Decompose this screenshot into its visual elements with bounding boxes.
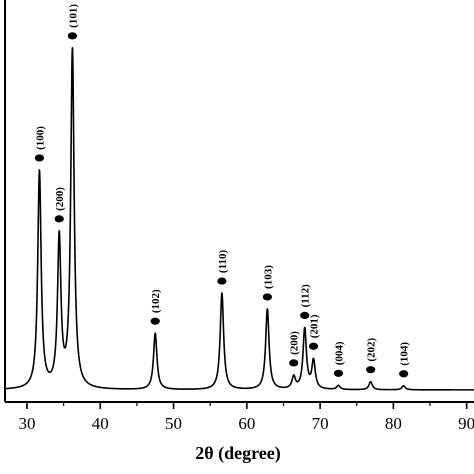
peak-marker-dot bbox=[333, 369, 344, 377]
peak-annotation: (004) bbox=[333, 341, 345, 377]
peak-hkl-label: (101) bbox=[67, 4, 79, 28]
peak-annotation: (104) bbox=[399, 342, 411, 378]
peak-marker-dot bbox=[150, 317, 160, 325]
x-tick-label: 40 bbox=[92, 414, 109, 433]
peak-annotation: (202) bbox=[366, 338, 378, 374]
peak-annotation: (100) bbox=[34, 126, 46, 162]
peak-hkl-label: (103) bbox=[262, 265, 274, 289]
peak-marker-dot bbox=[67, 32, 78, 40]
peak-marker-dot bbox=[300, 311, 310, 319]
peak-hkl-label: (202) bbox=[366, 338, 378, 362]
axes bbox=[4, 0, 474, 403]
x-ticks: 30 40 50 60 70 80 90 bbox=[18, 402, 474, 433]
peak-marker-dot bbox=[34, 154, 45, 162]
x-tick-label: 90 bbox=[458, 414, 474, 433]
peak-hkl-label: (102) bbox=[150, 289, 162, 313]
peak-marker-dot bbox=[366, 366, 376, 374]
peak-annotation: (110) bbox=[217, 250, 229, 285]
peak-hkl-label: (200) bbox=[289, 331, 301, 355]
x-tick-label: 50 bbox=[165, 414, 182, 433]
x-tick-label: 80 bbox=[385, 414, 402, 433]
peak-marker-dot bbox=[217, 277, 227, 285]
xrd-pattern-line bbox=[4, 47, 474, 391]
peak-annotation: (101) bbox=[67, 4, 79, 40]
peak-annotation: (112) bbox=[300, 284, 312, 319]
peak-hkl-label: (110) bbox=[217, 250, 229, 274]
peak-marker-dot bbox=[308, 342, 319, 350]
peak-annotation: (103) bbox=[262, 265, 274, 301]
peak-marker-dot bbox=[399, 370, 409, 378]
peak-annotation: (200) bbox=[54, 187, 66, 223]
x-axis-label: 2θ (degree) bbox=[195, 443, 281, 464]
peak-hkl-label: (201) bbox=[309, 314, 321, 338]
x-tick-label: 60 bbox=[238, 414, 255, 433]
x-tick-label: 30 bbox=[18, 414, 35, 433]
peak-hkl-label: (200) bbox=[54, 187, 66, 211]
peak-marker-dot bbox=[262, 293, 272, 301]
peak-marker-dot bbox=[54, 215, 64, 223]
peak-markers: (100) (200) (101) (102) (110) (103) (200) (112)… bbox=[34, 4, 411, 378]
peak-annotation: (201) bbox=[309, 314, 321, 350]
peak-annotation: (102) bbox=[150, 289, 162, 325]
peak-hkl-label: (100) bbox=[34, 126, 46, 150]
x-tick-label: 70 bbox=[312, 414, 329, 433]
peak-hkl-label: (104) bbox=[399, 342, 411, 366]
peak-hkl-label: (112) bbox=[300, 284, 312, 308]
peak-hkl-label: (004) bbox=[333, 341, 345, 365]
peak-annotation: (200) bbox=[289, 331, 301, 367]
peak-marker-dot bbox=[289, 359, 299, 367]
